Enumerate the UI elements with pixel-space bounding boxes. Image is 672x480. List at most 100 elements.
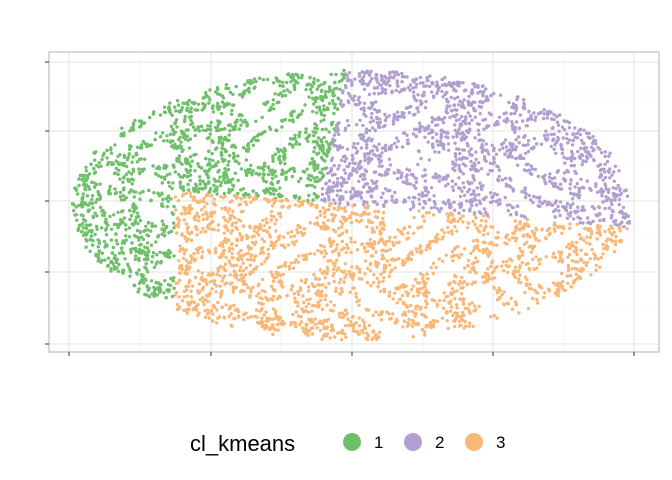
data-point-cluster-2 — [441, 120, 446, 125]
data-point-cluster-2 — [415, 106, 419, 110]
data-point-cluster-1 — [229, 112, 234, 116]
data-point-cluster-1 — [144, 278, 148, 282]
data-point-cluster-1 — [320, 157, 325, 161]
data-point-cluster-2 — [570, 197, 575, 201]
data-point-cluster-1 — [266, 165, 271, 170]
data-point-cluster-2 — [467, 187, 472, 192]
data-point-cluster-2 — [566, 141, 570, 145]
data-point-cluster-3 — [405, 293, 410, 298]
data-point-cluster-3 — [379, 312, 383, 317]
data-point-cluster-3 — [382, 224, 386, 228]
data-point-cluster-2 — [514, 138, 518, 142]
data-point-cluster-3 — [462, 313, 466, 318]
data-point-cluster-3 — [502, 302, 506, 306]
data-point-cluster-1 — [131, 178, 136, 182]
data-point-cluster-1 — [122, 131, 126, 135]
data-point-cluster-2 — [465, 141, 469, 146]
data-point-cluster-3 — [173, 208, 178, 212]
data-point-cluster-2 — [461, 148, 465, 152]
data-point-cluster-2 — [613, 198, 617, 202]
data-point-cluster-1 — [272, 81, 276, 85]
data-point-cluster-3 — [208, 280, 212, 284]
data-point-cluster-2 — [560, 125, 565, 129]
data-point-cluster-3 — [186, 284, 191, 288]
data-point-cluster-2 — [494, 199, 499, 204]
data-point-cluster-3 — [221, 266, 225, 271]
data-point-cluster-3 — [238, 249, 243, 253]
data-point-cluster-1 — [219, 111, 224, 116]
data-point-cluster-3 — [278, 234, 282, 238]
data-point-cluster-1 — [161, 131, 165, 135]
data-point-cluster-3 — [283, 264, 288, 268]
data-point-cluster-1 — [141, 139, 145, 144]
data-point-cluster-3 — [547, 289, 552, 293]
data-point-cluster-2 — [457, 176, 461, 180]
data-point-cluster-3 — [325, 334, 329, 338]
data-point-cluster-3 — [460, 275, 464, 280]
data-point-cluster-2 — [437, 150, 441, 154]
data-point-cluster-3 — [467, 324, 471, 328]
data-point-cluster-3 — [189, 194, 193, 199]
data-point-cluster-2 — [584, 146, 589, 150]
data-point-cluster-1 — [78, 223, 83, 227]
data-point-cluster-3 — [271, 197, 275, 202]
data-point-cluster-1 — [81, 192, 85, 196]
data-point-cluster-3 — [505, 242, 509, 246]
data-point-cluster-1 — [208, 132, 212, 136]
data-point-cluster-1 — [120, 246, 124, 250]
data-point-cluster-1 — [91, 206, 95, 210]
data-point-cluster-3 — [414, 312, 418, 316]
data-point-cluster-3 — [177, 305, 182, 309]
data-point-cluster-3 — [248, 271, 253, 276]
data-point-cluster-2 — [452, 87, 456, 91]
data-point-cluster-3 — [373, 209, 377, 214]
data-point-cluster-1 — [157, 165, 161, 169]
data-point-cluster-2 — [582, 128, 586, 132]
data-point-cluster-1 — [190, 159, 194, 163]
data-point-cluster-3 — [238, 265, 243, 269]
data-point-cluster-1 — [298, 130, 302, 135]
data-point-cluster-3 — [265, 316, 269, 320]
data-point-cluster-2 — [465, 190, 470, 194]
data-point-cluster-3 — [435, 240, 439, 244]
data-point-cluster-2 — [335, 189, 340, 193]
data-point-cluster-3 — [228, 304, 233, 308]
data-point-cluster-2 — [511, 127, 515, 131]
data-point-cluster-3 — [272, 276, 276, 280]
data-point-cluster-2 — [503, 138, 508, 142]
data-point-cluster-3 — [385, 259, 390, 263]
data-point-cluster-2 — [491, 199, 495, 203]
data-point-cluster-2 — [347, 71, 352, 75]
data-point-cluster-3 — [192, 195, 196, 200]
data-point-cluster-1 — [243, 169, 248, 173]
data-point-cluster-3 — [437, 298, 442, 303]
data-point-cluster-2 — [554, 208, 558, 212]
data-point-cluster-1 — [150, 222, 154, 226]
data-point-cluster-1 — [166, 180, 171, 185]
data-point-cluster-3 — [213, 305, 217, 309]
data-point-cluster-3 — [595, 237, 599, 241]
data-point-cluster-3 — [407, 317, 411, 322]
data-point-cluster-3 — [484, 247, 489, 252]
data-point-cluster-3 — [604, 239, 608, 243]
data-point-cluster-2 — [533, 118, 537, 122]
data-point-cluster-3 — [372, 280, 376, 285]
data-point-cluster-3 — [273, 222, 277, 226]
data-point-cluster-3 — [395, 301, 399, 305]
data-point-cluster-1 — [123, 257, 127, 261]
data-point-cluster-2 — [336, 126, 340, 131]
data-point-cluster-2 — [523, 188, 527, 192]
data-point-cluster-3 — [293, 260, 297, 265]
data-point-cluster-3 — [347, 323, 351, 327]
data-point-cluster-2 — [380, 86, 384, 91]
data-point-cluster-2 — [362, 199, 366, 204]
data-point-cluster-3 — [351, 329, 355, 333]
data-point-cluster-1 — [230, 145, 234, 149]
data-point-cluster-3 — [563, 288, 567, 293]
data-point-cluster-2 — [569, 191, 573, 195]
data-point-cluster-1 — [138, 197, 142, 201]
data-point-cluster-1 — [245, 192, 249, 197]
data-point-cluster-2 — [327, 198, 331, 202]
data-point-cluster-3 — [410, 324, 415, 328]
